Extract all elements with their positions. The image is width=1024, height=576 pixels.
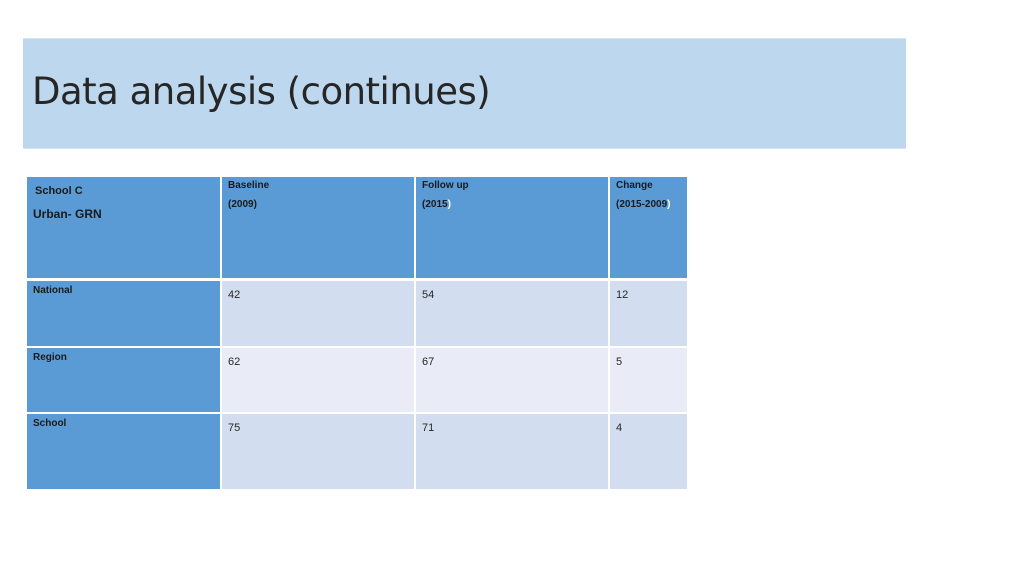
row-label-region: Region xyxy=(27,348,220,412)
column-header-change: Change (2015-2009) xyxy=(610,177,687,278)
column-header-baseline: Baseline (2009) xyxy=(222,177,414,278)
slide-title: Data analysis (continues) xyxy=(32,70,491,113)
table-cell: 62 xyxy=(222,348,414,412)
column-header-follow-up: Follow up (2015) xyxy=(416,177,608,278)
table-cell: 71 xyxy=(416,414,608,489)
column-header-label: Baseline xyxy=(228,180,270,191)
table-cell: 5 xyxy=(610,348,687,412)
column-header-period: (2009) xyxy=(228,199,257,210)
corner-urban-label: Urban- GRN xyxy=(33,207,102,221)
corner-school-label: School C xyxy=(35,185,83,197)
column-header-period: (2015) xyxy=(422,199,451,210)
table-cell: 4 xyxy=(610,414,687,489)
table-cell: 54 xyxy=(416,281,608,346)
table-cell: 12 xyxy=(610,281,687,346)
row-label-national: National xyxy=(27,281,220,346)
column-header-label: Change xyxy=(616,180,653,191)
row-label-school: School xyxy=(27,414,220,489)
table-cell: 67 xyxy=(416,348,608,412)
column-header-period: (2015-2009) xyxy=(616,199,671,210)
table-corner-cell: School C Urban- GRN xyxy=(27,177,220,278)
data-table: School C Urban- GRN Baseline (2009) Foll… xyxy=(27,177,687,489)
column-header-label: Follow up xyxy=(422,180,469,191)
table-cell: 42 xyxy=(222,281,414,346)
title-bar: Data analysis (continues) xyxy=(23,38,906,149)
table-cell: 75 xyxy=(222,414,414,489)
